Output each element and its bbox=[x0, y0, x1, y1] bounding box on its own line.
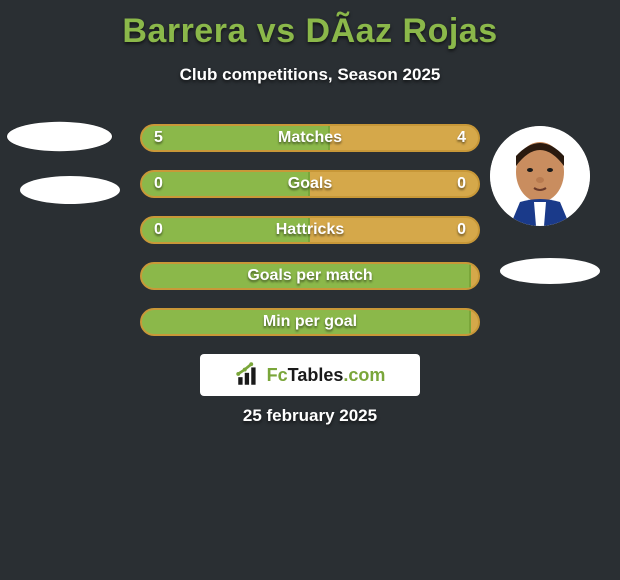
bar-goals: 0 Goals 0 bbox=[140, 170, 480, 198]
logo-prefix: Fc bbox=[267, 365, 288, 385]
bar-label: Matches bbox=[142, 126, 478, 150]
bar-goals-per-match: Goals per match bbox=[140, 262, 480, 290]
comparison-bars: 5 Matches 4 0 Goals 0 0 Hattricks 0 Goal… bbox=[140, 124, 480, 354]
bar-value-right: 0 bbox=[457, 172, 466, 196]
bar-matches: 5 Matches 4 bbox=[140, 124, 480, 152]
fctables-logo: FcTables.com bbox=[200, 354, 420, 396]
logo-main: Tables bbox=[288, 365, 344, 385]
player-left-shadow bbox=[20, 176, 120, 204]
date-label: 25 february 2025 bbox=[0, 406, 620, 426]
bar-label: Goals bbox=[142, 172, 478, 196]
bar-hattricks: 0 Hattricks 0 bbox=[140, 216, 480, 244]
player-right-avatar bbox=[490, 126, 590, 226]
bar-label: Goals per match bbox=[142, 264, 478, 288]
player-face-icon bbox=[490, 126, 590, 226]
bar-value-right: 0 bbox=[457, 218, 466, 242]
logo-suffix: .com bbox=[343, 365, 385, 385]
bar-label: Min per goal bbox=[142, 310, 478, 334]
player-right-shadow bbox=[500, 258, 600, 284]
bar-min-per-goal: Min per goal bbox=[140, 308, 480, 336]
page-title: Barrera vs DÃaz Rojas bbox=[0, 0, 620, 51]
subtitle: Club competitions, Season 2025 bbox=[0, 65, 620, 85]
bar-value-right: 4 bbox=[457, 126, 466, 150]
player-left-avatar-placeholder bbox=[7, 122, 112, 151]
bar-chart-icon bbox=[235, 362, 261, 388]
logo-text: FcTables.com bbox=[267, 365, 386, 386]
bar-label: Hattricks bbox=[142, 218, 478, 242]
